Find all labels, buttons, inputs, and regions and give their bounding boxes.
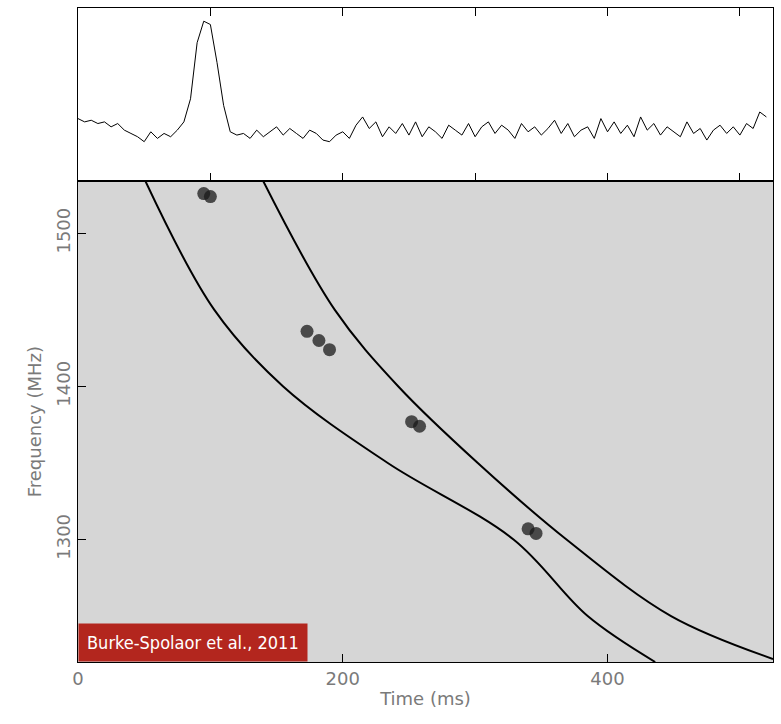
svg-text:200: 200 bbox=[326, 668, 360, 689]
svg-text:400: 400 bbox=[590, 668, 624, 689]
svg-text:1400: 1400 bbox=[53, 361, 74, 407]
svg-text:Frequency (MHz): Frequency (MHz) bbox=[24, 346, 45, 497]
svg-text:1300: 1300 bbox=[53, 514, 74, 560]
svg-text:0: 0 bbox=[72, 668, 83, 689]
svg-text:Time (ms): Time (ms) bbox=[379, 688, 471, 709]
svg-text:Burke-Spolaor et al., 2011: Burke-Spolaor et al., 2011 bbox=[87, 632, 299, 653]
svg-text:1500: 1500 bbox=[53, 208, 74, 254]
